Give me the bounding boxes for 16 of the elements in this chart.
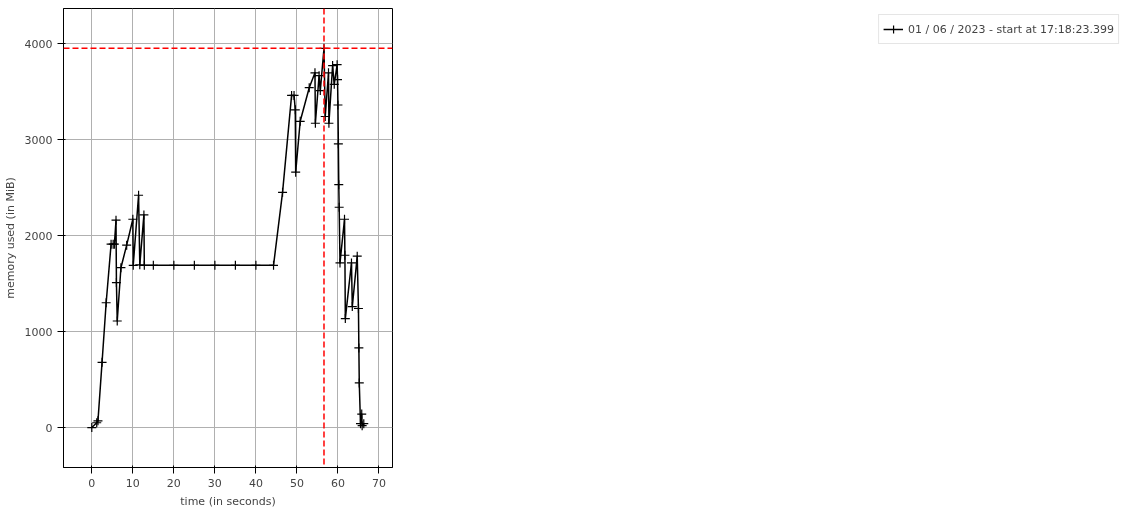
x-tick-label: 60 xyxy=(330,476,345,490)
legend-label: 01 / 06 / 2023 - start at 17:18:23.399 xyxy=(908,22,1114,36)
y-tick-label: 4000 xyxy=(24,37,53,51)
y-tick-label: 0 xyxy=(45,421,53,435)
x-tick-label: 50 xyxy=(289,476,304,490)
y-tick-label: 2000 xyxy=(24,229,53,243)
x-tick-label: 20 xyxy=(166,476,181,490)
x-axis-title: time (in seconds) xyxy=(180,494,276,508)
y-tick-label: 3000 xyxy=(24,133,53,147)
y-axis-title: memory used (in MiB) xyxy=(3,177,17,299)
x-tick-label: 40 xyxy=(248,476,263,490)
x-tick-label: 0 xyxy=(88,476,96,490)
y-tick-label: 1000 xyxy=(24,325,53,339)
x-tick-label: 30 xyxy=(207,476,222,490)
x-tick-label: 10 xyxy=(125,476,140,490)
x-tick-label: 70 xyxy=(371,476,386,490)
